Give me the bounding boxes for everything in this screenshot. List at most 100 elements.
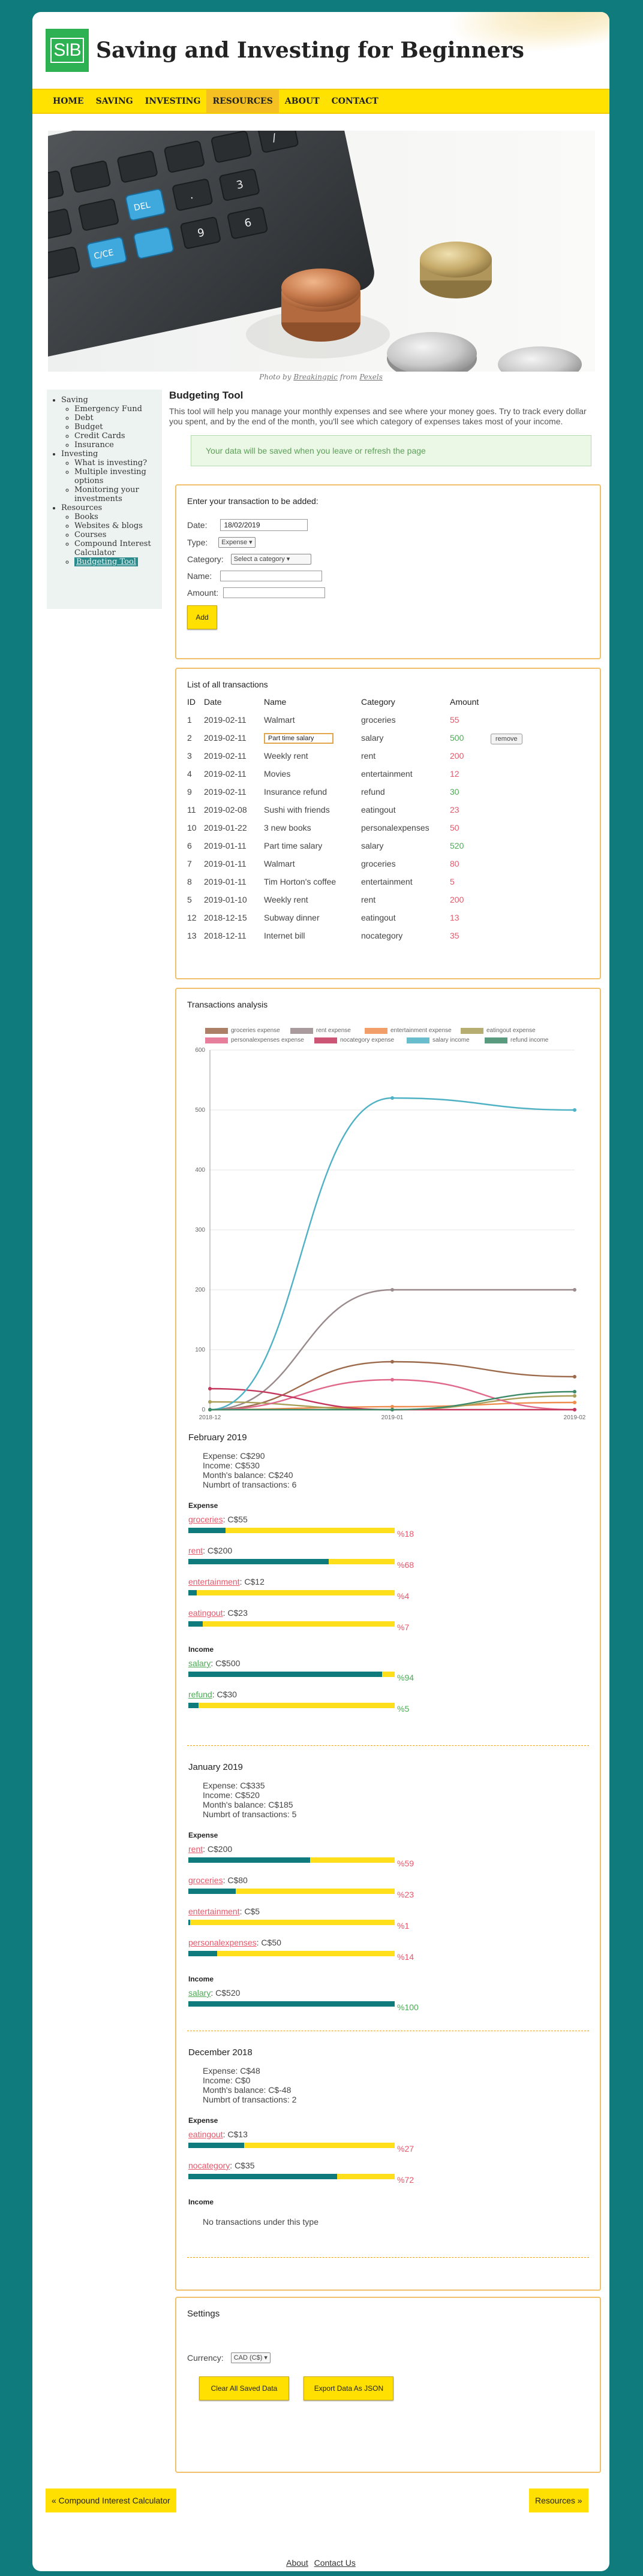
clear-data-button[interactable]: Clear All Saved Data (199, 2376, 289, 2400)
nav-item-saving[interactable]: SAVING (95, 96, 133, 106)
currency-select[interactable]: CAD (C$) ▾ (230, 2352, 271, 2363)
type-select[interactable]: Expense ▾ (218, 537, 256, 548)
sidebar-section-saving[interactable]: SavingEmergency FundDebtBudgetCredit Car… (61, 396, 158, 450)
nav-item-investing[interactable]: INVESTING (145, 96, 201, 106)
cell-name[interactable]: Part time salary (264, 841, 323, 850)
sidebar-item[interactable]: Monitoring your investments (74, 485, 158, 503)
sidebar-item-label[interactable]: Budget (74, 423, 103, 432)
sidebar-item[interactable]: Debt (74, 414, 158, 423)
sidebar-item[interactable]: Websites & blogs (74, 521, 158, 530)
date-input[interactable] (220, 519, 308, 531)
edit-name-input[interactable] (264, 732, 333, 744)
sidebar-section-label[interactable]: Resources (61, 503, 103, 512)
nav-item-about[interactable]: ABOUT (284, 96, 320, 106)
table-row[interactable]: 12 2018-12-15 Subway dinner eatingout 13 (187, 909, 539, 927)
sidebar-item[interactable]: Insurance (74, 441, 158, 450)
credit-author-link[interactable]: Breakingpic (293, 373, 338, 381)
bar-category-link[interactable]: eatingout (188, 1608, 223, 1618)
nav-item-contact[interactable]: CONTACT (331, 96, 378, 106)
bar-category-link[interactable]: eatingout (188, 2129, 223, 2139)
cell-name[interactable]: 3 new books (264, 823, 311, 832)
credit-source-link[interactable]: Pexels (359, 373, 383, 381)
cell-name[interactable]: Insurance refund (264, 787, 327, 797)
sidebar-section-resources[interactable]: ResourcesBooksWebsites & blogsCoursesCom… (61, 503, 158, 566)
sidebar-item-label[interactable]: Insurance (74, 441, 114, 450)
prev-page-button[interactable]: « Compound Interest Calculator (46, 2488, 176, 2512)
legend-item[interactable]: groceries expense (205, 1027, 280, 1034)
table-row[interactable]: 13 2018-12-11 Internet bill nocategory 35 (187, 927, 539, 945)
sidebar-item-label[interactable]: Websites & blogs (74, 521, 143, 530)
sidebar-item[interactable]: Compound Interest Calculator (74, 539, 158, 557)
bar-category-link[interactable]: salary (188, 1988, 211, 1998)
table-row[interactable]: 9 2019-02-11 Insurance refund refund 30 (187, 783, 539, 801)
table-row[interactable]: 3 2019-02-11 Weekly rent rent 200 (187, 747, 539, 765)
cell-name[interactable]: Sushi with friends (264, 805, 330, 815)
sidebar-item-label[interactable]: Monitoring your investments (74, 485, 139, 503)
next-page-button[interactable]: Resources » (529, 2488, 588, 2512)
cell-name[interactable]: Tim Horton's coffee (264, 877, 336, 886)
bar-category-link[interactable]: refund (188, 1690, 212, 1699)
sidebar-section-label[interactable]: Saving (61, 396, 88, 405)
sidebar-section-label[interactable]: Investing (61, 450, 98, 459)
legend-item[interactable]: salary income (407, 1037, 470, 1043)
bar-category-link[interactable]: personalexpenses (188, 1938, 257, 1947)
sidebar-item-label[interactable]: Debt (74, 414, 94, 423)
legend-item[interactable]: refund income (485, 1037, 548, 1043)
cell-name[interactable]: Weekly rent (264, 751, 308, 761)
add-button[interactable]: Add (187, 605, 217, 629)
sidebar-item[interactable]: Multiple investing options (74, 467, 158, 485)
sidebar-item[interactable]: Budgeting Tool (74, 557, 158, 566)
sidebar-section-investing[interactable]: InvestingWhat is investing?Multiple inve… (61, 450, 158, 503)
legend-item[interactable]: nocategory expense (314, 1037, 394, 1043)
sidebar-item[interactable]: Credit Cards (74, 432, 158, 441)
sidebar-item-label[interactable]: Budgeting Tool (74, 557, 138, 566)
table-row[interactable]: 6 2019-01-11 Part time salary salary 520 (187, 837, 539, 855)
sidebar-item-label[interactable]: Courses (74, 530, 107, 539)
export-json-button[interactable]: Export Data As JSON (304, 2376, 394, 2400)
sidebar-item-label[interactable]: Emergency Fund (74, 405, 142, 414)
nav-item-home[interactable]: HOME (53, 96, 84, 106)
cell-name[interactable]: Subway dinner (264, 913, 320, 922)
cell-name[interactable]: Walmart (264, 859, 295, 868)
sidebar-item-label[interactable]: Compound Interest Calculator (74, 539, 151, 557)
bar-category-link[interactable]: nocategory (188, 2161, 230, 2170)
bar-category-link[interactable]: rent (188, 1546, 203, 1555)
cell-name[interactable]: Internet bill (264, 931, 305, 940)
sidebar-item-label[interactable]: What is investing? (74, 459, 148, 467)
table-row[interactable]: 5 2019-01-10 Weekly rent rent 200 (187, 891, 539, 909)
bar-category-link[interactable]: groceries (188, 1875, 223, 1885)
bar-category-link[interactable]: entertainment (188, 1577, 240, 1586)
remove-button[interactable]: remove (491, 734, 522, 744)
legend-item[interactable]: rent expense (290, 1027, 351, 1034)
bar-category-link[interactable]: entertainment (188, 1907, 240, 1916)
sidebar-item-label[interactable]: Multiple investing options (74, 467, 146, 485)
table-row[interactable]: 11 2019-02-08 Sushi with friends eatingout 2… (187, 801, 539, 819)
category-select[interactable]: Select a category ▾ (230, 554, 311, 565)
sidebar-item-label[interactable]: Credit Cards (74, 432, 125, 441)
table-row[interactable]: 7 2019-01-11 Walmart groceries 80 (187, 855, 539, 873)
sidebar-item-label[interactable]: Books (74, 512, 98, 521)
cell-name[interactable]: Weekly rent (264, 895, 308, 904)
table-row[interactable]: 8 2019-01-11 Tim Horton's coffee entertainm… (187, 873, 539, 891)
bar-category-link[interactable]: groceries (188, 1515, 223, 1524)
table-row[interactable]: 10 2019-01-22 3 new books personalexpenses 5… (187, 819, 539, 837)
site-logo[interactable]: SIB (46, 29, 89, 72)
table-row[interactable]: 2 2019-02-11 salary 500 remove (187, 729, 539, 747)
sidebar-item[interactable]: Courses (74, 530, 158, 539)
amount-input[interactable] (223, 587, 326, 598)
cell-name[interactable]: Walmart (264, 715, 295, 725)
legend-item[interactable]: personalexpenses expense (205, 1037, 304, 1043)
sidebar-item[interactable]: Emergency Fund (74, 405, 158, 414)
bar-category-link[interactable]: rent (188, 1844, 203, 1854)
bar-category-link[interactable]: salary (188, 1658, 211, 1668)
sidebar-item[interactable]: What is investing? (74, 459, 158, 467)
site-title[interactable]: Saving and Investing for Beginners (96, 38, 524, 63)
name-input[interactable] (220, 571, 323, 581)
sidebar-item[interactable]: Books (74, 512, 158, 521)
table-row[interactable]: 1 2019-02-11 Walmart groceries 55 (187, 711, 539, 729)
sidebar-item[interactable]: Budget (74, 423, 158, 432)
footer-link-contact[interactable]: Contact Us (314, 2558, 356, 2568)
table-row[interactable]: 4 2019-02-11 Movies entertainment 12 (187, 765, 539, 783)
cell-name[interactable]: Movies (264, 769, 291, 779)
footer-link-about[interactable]: About (286, 2558, 308, 2568)
